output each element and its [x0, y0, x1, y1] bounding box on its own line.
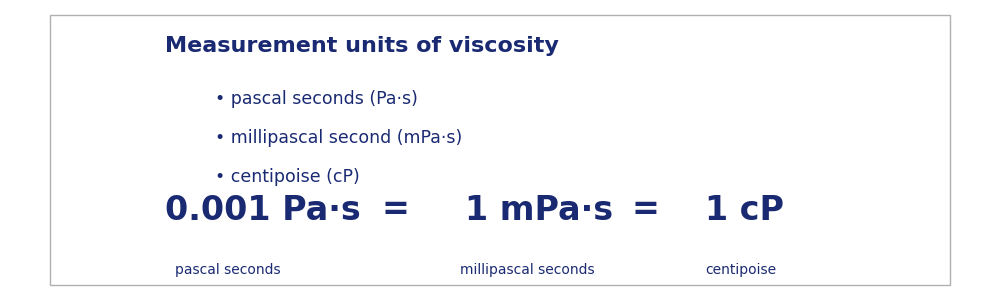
Text: pascal seconds: pascal seconds — [175, 263, 281, 277]
Text: Measurement units of viscosity: Measurement units of viscosity — [165, 36, 559, 56]
Text: centipoise: centipoise — [705, 263, 776, 277]
Text: 0.001 Pa·s: 0.001 Pa·s — [165, 194, 361, 226]
FancyBboxPatch shape — [50, 15, 950, 285]
Text: • centipoise (cP): • centipoise (cP) — [215, 168, 360, 186]
Text: • millipascal second (mPa·s): • millipascal second (mPa·s) — [215, 129, 462, 147]
Text: =: = — [381, 194, 409, 226]
Text: =: = — [631, 194, 659, 226]
Text: • pascal seconds (Pa·s): • pascal seconds (Pa·s) — [215, 90, 418, 108]
Text: millipascal seconds: millipascal seconds — [460, 263, 595, 277]
Text: 1 mPa·s: 1 mPa·s — [465, 194, 613, 226]
Text: 1 cP: 1 cP — [705, 194, 784, 226]
